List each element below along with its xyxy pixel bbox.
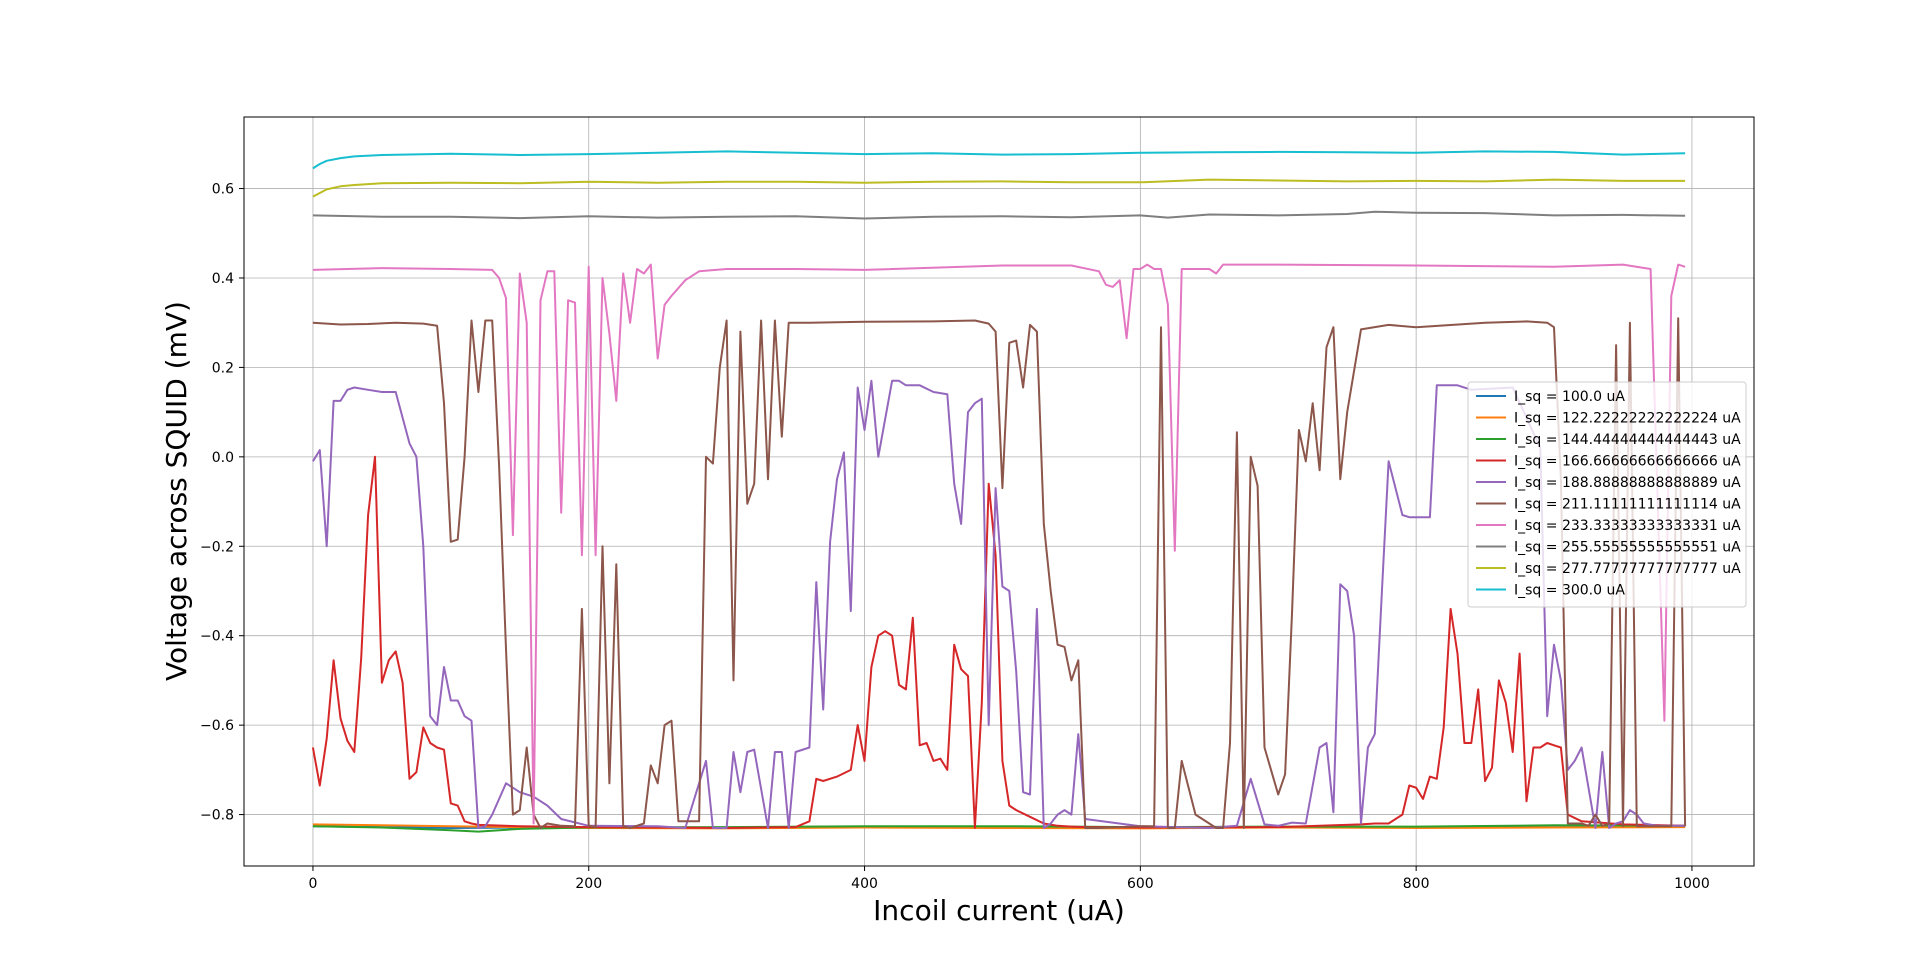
y-tick-label: −0.8 <box>200 808 234 824</box>
y-axis-label: Voltage across SQUID (mV) <box>160 301 193 681</box>
legend-box <box>1467 381 1747 608</box>
series-line-6 <box>312 317 1687 829</box>
y-tick-label: 0.0 <box>212 450 234 466</box>
legend-label: I_sq = 144.44444444444443 uA <box>1514 432 1741 448</box>
x-tick-label: 600 <box>1127 876 1154 892</box>
series-line-9 <box>312 178 1686 198</box>
series-line-8 <box>312 210 1686 220</box>
x-axis-ticks: 0 200 400 600 800 1000 <box>308 866 1710 892</box>
x-tick-label: 200 <box>575 876 602 892</box>
y-tick-label: −0.4 <box>200 629 234 645</box>
y-tick-label: −0.6 <box>200 718 234 734</box>
plot-frame <box>243 116 1755 867</box>
legend-label: I_sq = 277.77777777777777 uA <box>1514 561 1741 577</box>
y-tick-label: −0.2 <box>200 539 234 555</box>
series-line-4 <box>311 455 1686 829</box>
legend-label: I_sq = 122.22222222222224 uA <box>1514 411 1741 427</box>
x-tick-label: 800 <box>1403 876 1430 892</box>
x-tick-label: 0 <box>308 876 317 892</box>
x-tick-label: 1000 <box>1674 876 1710 892</box>
legend-label: I_sq = 100.0 uA <box>1514 389 1625 405</box>
legend-label: I_sq = 233.33333333333331 uA <box>1514 518 1741 534</box>
y-axis-ticks: −0.8 −0.6 −0.4 −0.2 0.0 0.2 0.4 0.6 <box>200 182 244 824</box>
y-tick-label: 0.4 <box>212 271 234 287</box>
x-tick-label: 400 <box>851 876 878 892</box>
legend-label: I_sq = 211.11111111111114 uA <box>1514 497 1741 513</box>
series-line-10 <box>312 150 1686 170</box>
x-axis-label: Incoil current (uA) <box>873 894 1125 927</box>
legend-label: I_sq = 188.88888888888889 uA <box>1514 475 1741 491</box>
legend-label: I_sq = 300.0 uA <box>1514 583 1625 599</box>
series-line-5 <box>312 379 1686 829</box>
legend-label: I_sq = 255.55555555555551 uA <box>1514 540 1741 556</box>
y-tick-label: 0.2 <box>212 360 234 376</box>
y-tick-label: 0.6 <box>212 182 234 198</box>
series-lines <box>311 150 1687 833</box>
legend-label: I_sq = 166.66666666666666 uA <box>1514 454 1741 470</box>
legend: I_sq = 100.0 uA I_sq = 122.22222222222224… <box>1467 381 1747 608</box>
series-line-7 <box>312 263 1686 825</box>
